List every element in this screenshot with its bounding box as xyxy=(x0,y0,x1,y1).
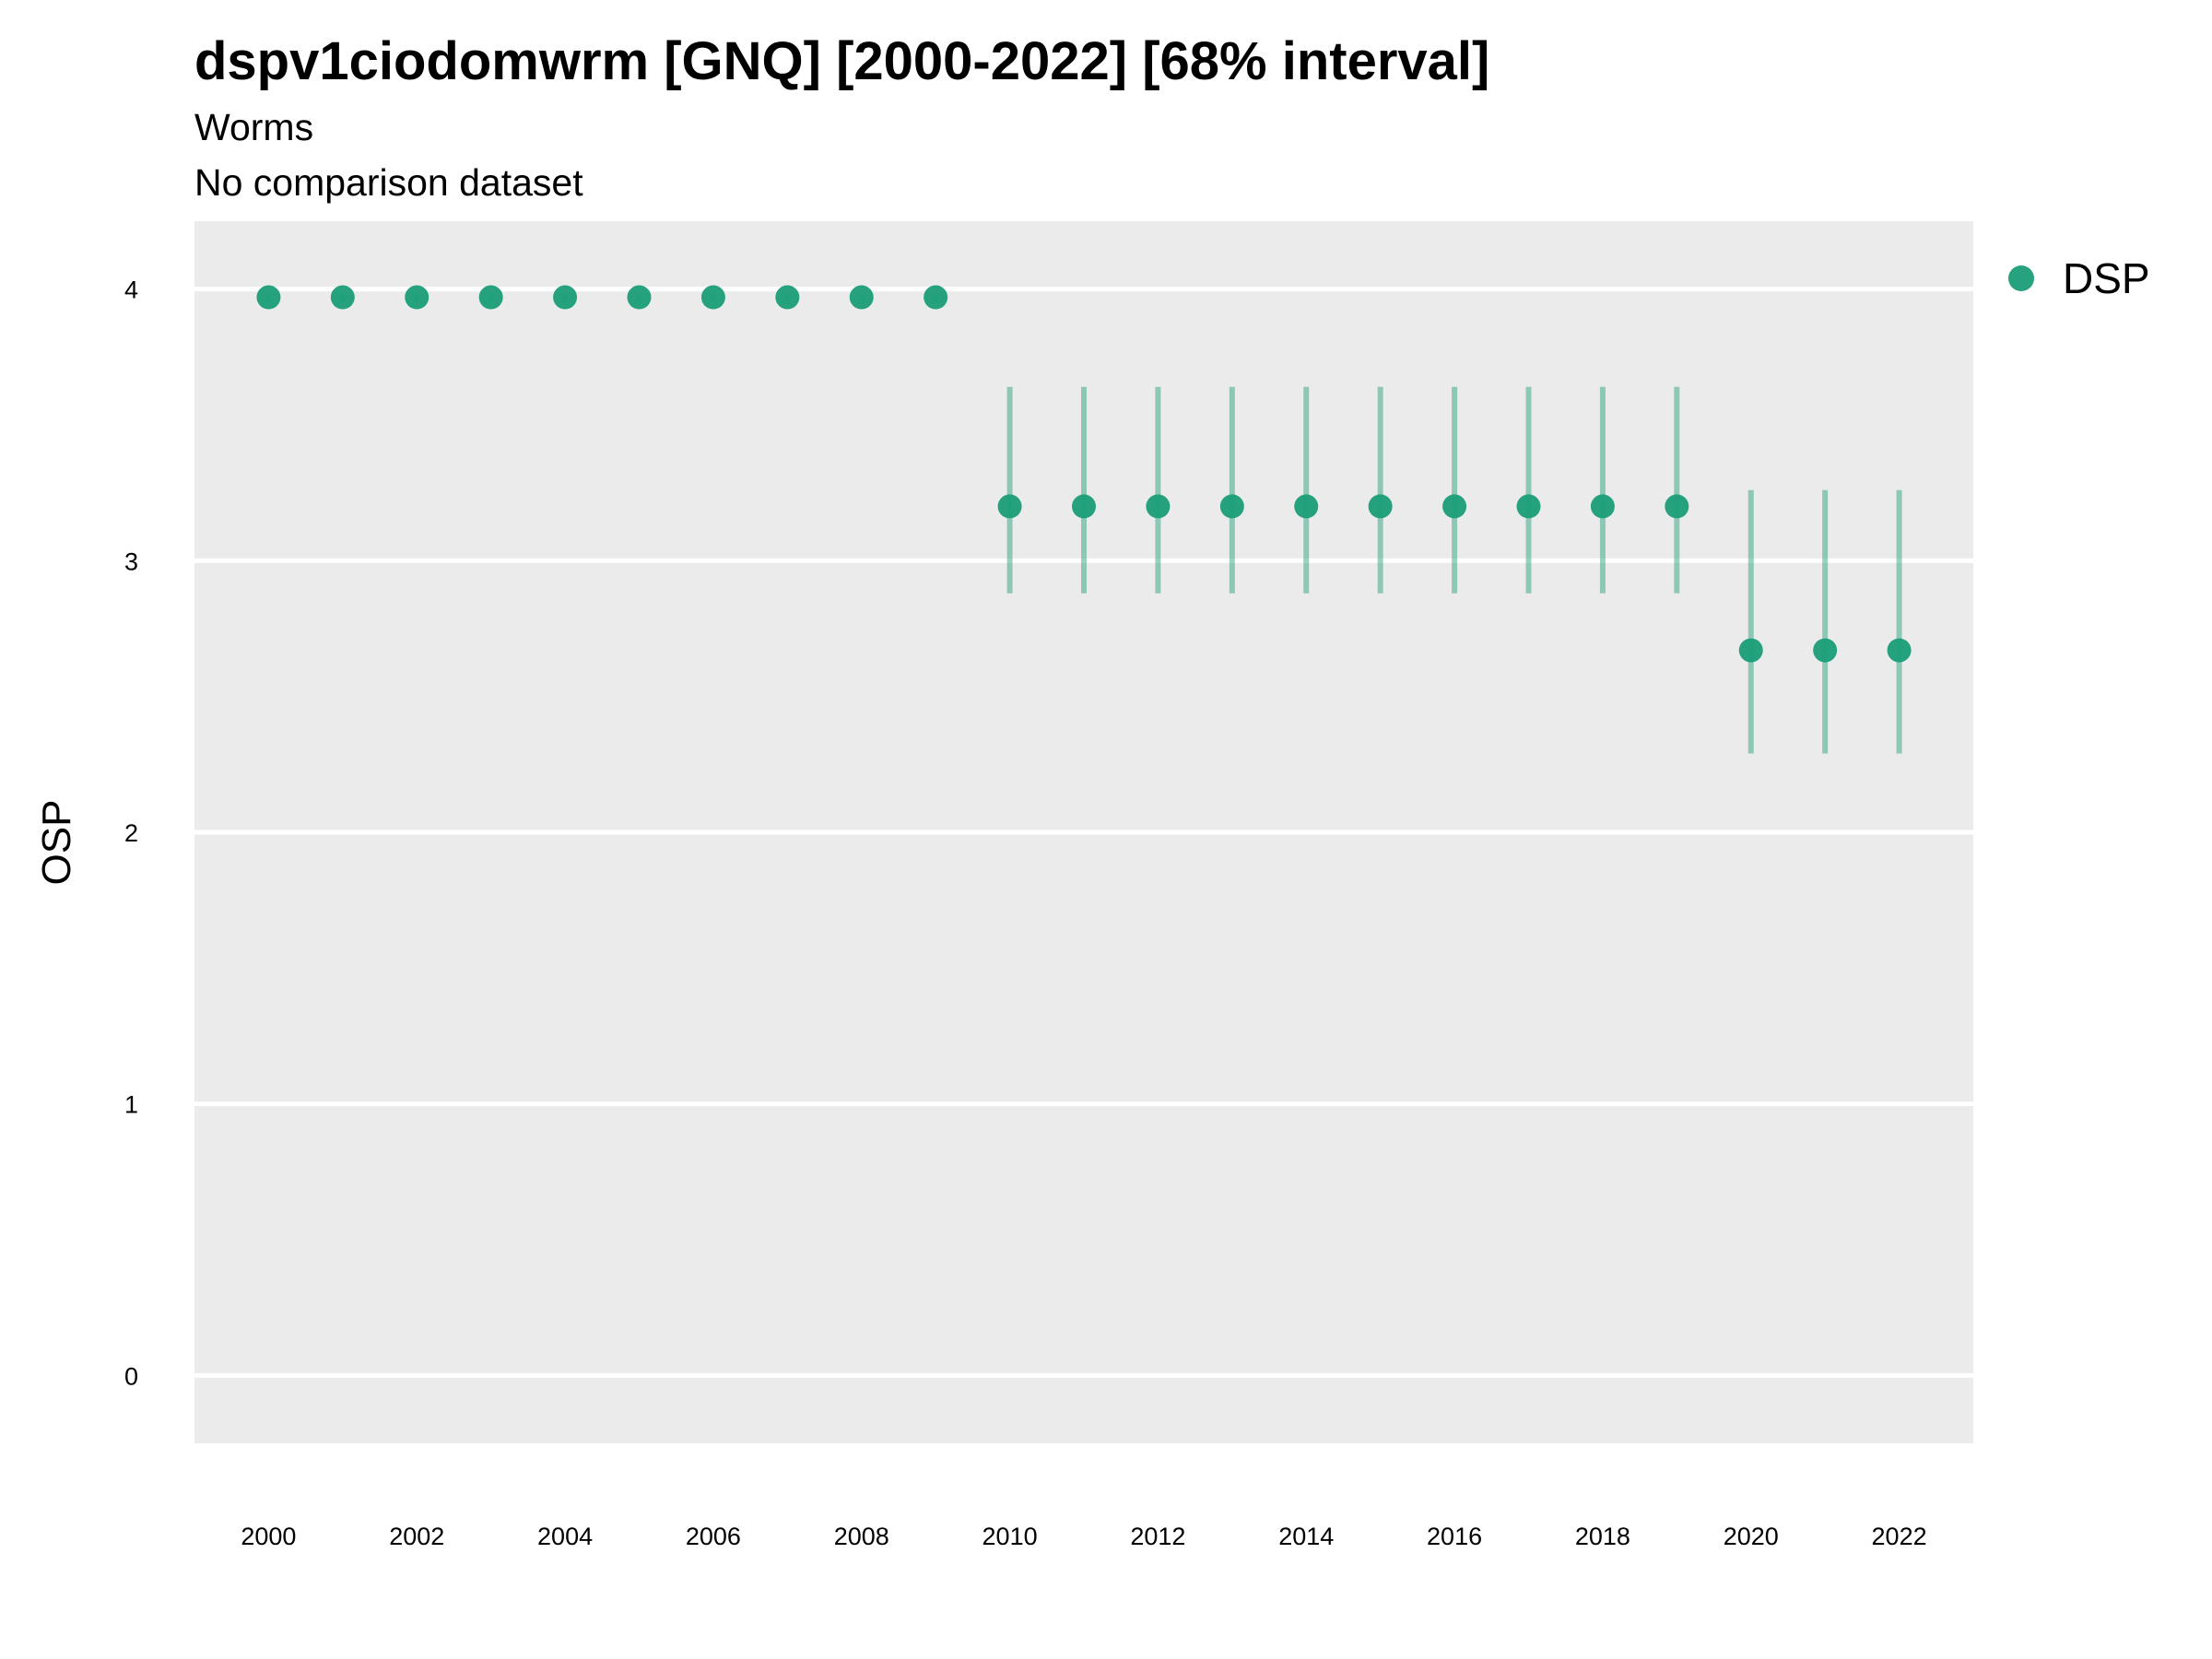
x-tick-label: 2022 xyxy=(1872,1523,1927,1550)
x-tick-label: 2012 xyxy=(1130,1523,1185,1550)
data-point xyxy=(1590,494,1615,519)
legend-marker xyxy=(2008,265,2034,291)
data-point xyxy=(997,494,1022,519)
y-tick-labels: 0 1 2 3 4 xyxy=(124,276,138,1391)
data-point xyxy=(1219,494,1244,519)
data-point xyxy=(553,285,578,310)
data-point xyxy=(700,285,725,310)
data-point xyxy=(1368,494,1393,519)
legend-label: DSP xyxy=(2063,254,2150,302)
data-points xyxy=(256,285,1912,663)
x-tick-label: 2000 xyxy=(241,1523,296,1550)
data-point xyxy=(1516,494,1541,519)
x-tick-label: 2010 xyxy=(982,1523,1038,1550)
data-point xyxy=(924,285,948,310)
data-point xyxy=(478,285,503,310)
data-point xyxy=(1146,494,1171,519)
legend: DSP xyxy=(2008,254,2150,302)
data-point xyxy=(405,285,429,310)
x-tick-label: 2004 xyxy=(537,1523,593,1550)
x-tick-label: 2008 xyxy=(834,1523,889,1550)
x-tick-label: 2002 xyxy=(389,1523,444,1550)
y-tick-label: 1 xyxy=(124,1091,138,1119)
x-tick-label: 2020 xyxy=(1724,1523,1779,1550)
data-point xyxy=(1442,494,1467,519)
chart-caption: No comparison dataset xyxy=(194,161,583,204)
data-point xyxy=(1813,638,1838,663)
data-point xyxy=(849,285,874,310)
data-point xyxy=(775,285,800,310)
x-tick-label: 2014 xyxy=(1278,1523,1334,1550)
x-tick-label: 2016 xyxy=(1427,1523,1482,1550)
data-point xyxy=(627,285,652,310)
data-point xyxy=(1072,494,1096,519)
y-tick-label: 4 xyxy=(124,276,138,304)
y-tick-label: 3 xyxy=(124,547,138,575)
x-tick-label: 2006 xyxy=(686,1523,741,1550)
y-tick-label: 2 xyxy=(124,819,138,847)
data-point xyxy=(1887,638,1912,663)
data-point xyxy=(256,285,281,310)
chart-title: dspv1ciodomwrm [GNQ] [2000-2022] [68% in… xyxy=(194,31,1490,91)
data-point xyxy=(1738,638,1763,663)
x-tick-label: 2018 xyxy=(1575,1523,1630,1550)
chart-subtitle: Worms xyxy=(194,106,314,148)
y-tick-label: 0 xyxy=(124,1362,138,1390)
data-point xyxy=(1665,494,1689,519)
data-point xyxy=(330,285,355,310)
x-tick-labels: 2000 2002 2004 2006 2008 2010 2012 2014 2016 2018… xyxy=(241,1523,1926,1550)
data-point xyxy=(1294,494,1319,519)
